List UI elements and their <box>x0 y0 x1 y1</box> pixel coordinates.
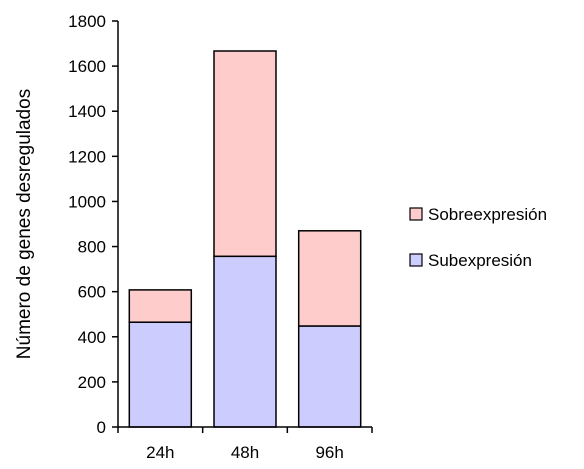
y-tick-label: 800 <box>78 238 106 257</box>
bar-96h-series-1 <box>297 230 362 327</box>
y-tick-label: 1600 <box>68 57 106 76</box>
bar-96h-series-0 <box>297 325 362 428</box>
legend-label: Subexpresión <box>428 251 532 270</box>
y-axis-title: Número de genes desregulados <box>14 89 35 359</box>
x-tick-label: 96h <box>315 443 343 462</box>
y-tick-label: 1200 <box>68 147 106 166</box>
y-tick-label: 1400 <box>68 102 106 121</box>
axes-group <box>112 20 373 433</box>
x-tick-label: 24h <box>146 443 174 462</box>
bar-48h-series-1 <box>213 50 277 258</box>
legend-label: Sobreexpresión <box>428 205 547 224</box>
tick-labels-group: 24h 48h 96h 0 200 400 600 800 1000 1200 1400 1600 18… <box>68 12 344 462</box>
y-tick-label: 1800 <box>68 12 106 31</box>
legend-swatch <box>409 253 423 267</box>
bar-24h-series-0 <box>128 321 193 428</box>
y-tick-label: 1000 <box>68 192 106 211</box>
legend: Sobreexpresión Subexpresión <box>409 205 547 270</box>
bars-group <box>128 50 362 428</box>
bar-24h-series-1 <box>128 289 193 323</box>
y-tick-label: 200 <box>78 373 106 392</box>
y-tick-label: 400 <box>78 328 106 347</box>
bar-48h-series-0 <box>213 255 277 428</box>
x-tick-label: 48h <box>231 443 259 462</box>
y-tick-label: 0 <box>97 418 106 437</box>
legend-swatch <box>409 207 423 221</box>
y-tick-label: 600 <box>78 283 106 302</box>
